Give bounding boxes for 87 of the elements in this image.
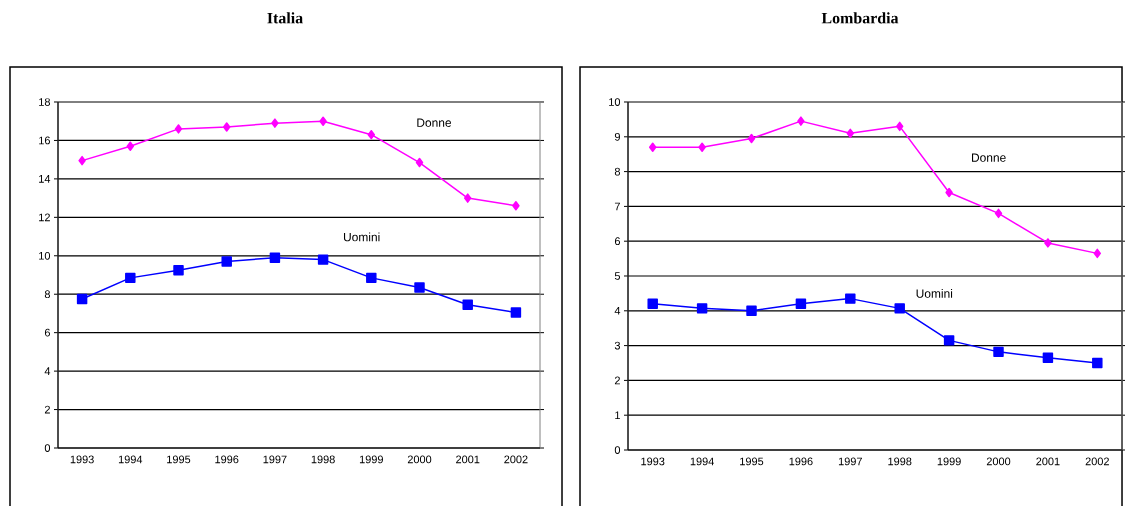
point — [747, 133, 756, 144]
x-tick-label: 1994 — [118, 455, 143, 464]
y-tick-label: 6 — [614, 237, 620, 246]
point — [78, 155, 86, 166]
point — [173, 264, 184, 276]
point — [367, 129, 376, 140]
point — [696, 303, 708, 314]
x-tick-label: 2001 — [1036, 457, 1060, 466]
y-tick-label: 16 — [39, 136, 50, 145]
point — [174, 124, 183, 134]
x-tick-label: 2000 — [986, 457, 1011, 466]
x-tick-label: 1999 — [359, 455, 383, 464]
point — [1093, 248, 1102, 259]
y-tick-label: 14 — [39, 175, 51, 183]
x-tick-label: 1998 — [888, 457, 912, 466]
x-tick-label: 1995 — [167, 455, 191, 464]
point — [994, 208, 1003, 219]
point — [125, 272, 136, 284]
point — [76, 293, 88, 305]
x-tick-label: 1997 — [838, 457, 862, 466]
point — [414, 282, 425, 293]
point — [1092, 357, 1103, 369]
y-tick-label: 2 — [614, 376, 620, 385]
x-tick-label: 1996 — [215, 455, 239, 464]
point — [797, 116, 805, 126]
point — [1042, 352, 1054, 364]
y-tick-label: 10 — [39, 251, 51, 260]
y-tick-label: 3 — [614, 341, 620, 350]
y-tick-label: 8 — [44, 290, 50, 299]
x-tick-label: 1995 — [740, 457, 764, 466]
x-tick-label: 1993 — [641, 457, 665, 466]
point — [269, 252, 281, 263]
text: Donne — [972, 153, 1006, 162]
y-tick-label: 8 — [614, 167, 620, 176]
y-tick-label: 1 — [615, 411, 620, 419]
point — [366, 272, 377, 284]
point — [993, 346, 1004, 358]
x-tick-label: 2002 — [1085, 457, 1109, 466]
point — [943, 335, 955, 346]
point — [846, 128, 855, 139]
point — [126, 141, 135, 151]
y-tick-label: 0 — [44, 444, 51, 452]
point — [512, 201, 520, 211]
point — [895, 121, 904, 132]
x-tick-label: 1999 — [937, 457, 961, 466]
point — [415, 157, 424, 168]
x-tick-label: 1997 — [263, 455, 287, 464]
chart-title: Lombardia — [821, 12, 899, 24]
point — [795, 298, 807, 310]
y-tick-label: 6 — [44, 328, 50, 337]
y-tick-label: 4 — [44, 367, 51, 375]
point — [894, 303, 905, 314]
y-tick-label: 5 — [614, 272, 621, 280]
chart-title: Italia — [267, 12, 303, 24]
point — [222, 122, 231, 132]
y-tick-label: 12 — [39, 213, 50, 222]
point — [463, 193, 472, 203]
y-tick-label: 0 — [614, 446, 621, 454]
point — [845, 293, 856, 304]
x-tick-label: 1994 — [690, 457, 714, 466]
point — [221, 256, 232, 267]
point — [945, 187, 953, 198]
y-tick-label: 18 — [39, 98, 50, 106]
point — [271, 118, 279, 128]
point — [746, 305, 757, 317]
y-tick-label: 4 — [614, 307, 621, 315]
point — [698, 142, 706, 152]
x-tick-label: 1996 — [789, 457, 813, 466]
point — [1044, 238, 1052, 248]
point — [648, 142, 657, 152]
y-tick-label: 9 — [614, 132, 620, 141]
y-tick-label: 10 — [609, 98, 621, 106]
x-tick-label: 1993 — [70, 455, 94, 464]
point — [462, 299, 473, 311]
series-label: Uomini — [343, 232, 380, 242]
x-tick-label: 2001 — [456, 455, 480, 464]
y-tick-label: 2 — [44, 405, 50, 414]
x-tick-label: 1998 — [311, 455, 335, 464]
series-label: Uomini — [916, 289, 953, 298]
x-tick-label: 2002 — [504, 455, 528, 464]
text: Donne — [417, 118, 452, 127]
point — [647, 298, 658, 310]
y-tick-label: 7 — [614, 202, 620, 211]
point — [319, 116, 327, 126]
point — [317, 254, 329, 265]
point — [510, 307, 522, 318]
x-tick-label: 2000 — [407, 455, 432, 464]
